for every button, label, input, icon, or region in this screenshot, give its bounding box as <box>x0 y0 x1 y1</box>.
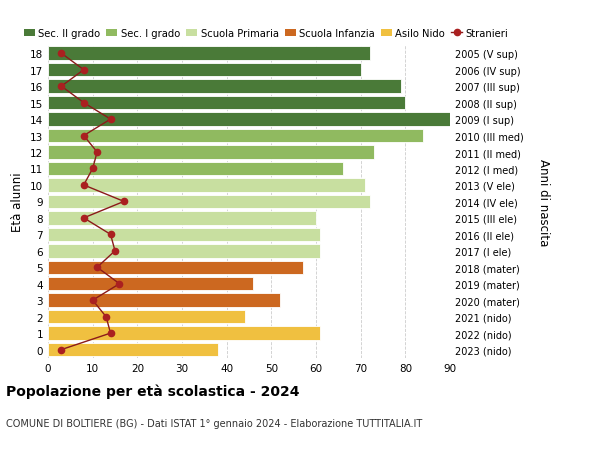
Bar <box>48 97 406 110</box>
Bar <box>48 195 370 209</box>
Bar <box>48 261 302 274</box>
Bar <box>48 310 245 324</box>
Bar <box>48 47 370 61</box>
Bar <box>48 64 361 77</box>
Text: COMUNE DI BOLTIERE (BG) - Dati ISTAT 1° gennaio 2024 - Elaborazione TUTTITALIA.I: COMUNE DI BOLTIERE (BG) - Dati ISTAT 1° … <box>6 418 422 428</box>
Bar <box>48 162 343 176</box>
Bar <box>48 80 401 94</box>
Bar <box>48 146 374 159</box>
Bar <box>48 129 423 143</box>
Bar <box>48 212 316 225</box>
Bar <box>48 294 280 307</box>
Bar <box>48 113 450 127</box>
Legend: Sec. II grado, Sec. I grado, Scuola Primaria, Scuola Infanzia, Asilo Nido, Stran: Sec. II grado, Sec. I grado, Scuola Prim… <box>20 25 512 43</box>
Bar <box>48 277 253 291</box>
Text: Popolazione per età scolastica - 2024: Popolazione per età scolastica - 2024 <box>6 383 299 398</box>
Bar <box>48 179 365 192</box>
Bar <box>48 245 320 258</box>
Y-axis label: Età alunni: Età alunni <box>11 172 25 232</box>
Bar <box>48 228 320 241</box>
Y-axis label: Anni di nascita: Anni di nascita <box>538 158 551 246</box>
Bar <box>48 343 218 357</box>
Bar <box>48 327 320 340</box>
